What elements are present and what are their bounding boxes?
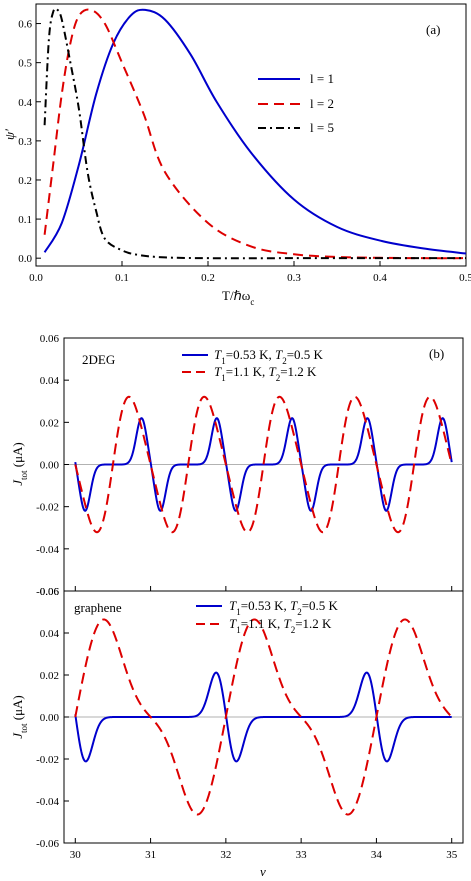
panel-c-legend: T1=0.53 K, T2=0.5 K T1=1.1 K, T2=1.2 K	[196, 598, 339, 635]
series-line-2	[74, 618, 453, 816]
y-tick-label: -0.02	[36, 502, 59, 514]
series-line-2	[43, 8, 467, 260]
panel-b-legend-label-2: T1=1.1 K, T2=1.2 K	[214, 364, 317, 383]
panel-a-series	[43, 7, 467, 260]
legend-label-l1: l = 1	[310, 71, 334, 86]
panel-b-2deg: 0.06 0.04 0.02 0.00 -0.02 -0.04 -0.06 2DEG (b)…	[10, 333, 464, 598]
y-tick-label: 0.06	[40, 333, 60, 345]
panel-a-x-label: T/ℏωc	[222, 288, 254, 307]
legend-label-l5: l = 5	[310, 120, 334, 135]
y-tick-label: 0.6	[18, 19, 32, 31]
panel-a-legend: l = 1 l = 2 l = 5	[258, 71, 334, 135]
x-tick-label: 31	[145, 849, 156, 861]
x-tick-label: 0.3	[287, 272, 301, 284]
panel-c-y-ticks: 0.06 0.04 0.02 0.00 -0.02 -0.04 -0.06	[36, 586, 69, 850]
panel-c-tag: graphene	[74, 600, 122, 615]
panel-b-y-ticks: 0.06 0.04 0.02 0.00 -0.02 -0.04 -0.06	[36, 333, 69, 598]
y-tick-label: 0.04	[40, 375, 60, 387]
y-tick-label: 0.4	[18, 97, 32, 109]
panel-b-series	[74, 395, 453, 534]
panel-b-legend: T1=0.53 K, T2=0.5 K T1=1.1 K, T2=1.2 K	[182, 347, 324, 383]
x-tick-label: 0.2	[201, 272, 215, 284]
y-tick-label: 0.00	[40, 460, 60, 472]
panel-c-x-label: ν	[260, 864, 266, 879]
panel-b-tag: 2DEG	[82, 352, 115, 367]
y-tick-label: 0.02	[40, 670, 59, 682]
y-tick-label: -0.04	[36, 544, 59, 556]
x-tick-label: 0.1	[115, 272, 129, 284]
panel-c-series	[74, 618, 453, 816]
x-tick-label: 32	[220, 849, 231, 861]
panel-a-y-label: ψ′	[2, 129, 17, 140]
x-tick-label: 0.4	[373, 272, 387, 284]
x-tick-label: 0.0	[29, 272, 43, 284]
y-tick-label: 0.0	[18, 253, 32, 265]
x-tick-label: 34	[371, 849, 383, 861]
panel-a: 0.0 0.1 0.2 0.3 0.4 0.5 0.0 0.1 0.2 0.3 0.4 0.5 0.6…	[2, 3, 471, 307]
y-tick-label: 0.5	[18, 58, 32, 70]
panel-c-graphene: 0.06 0.04 0.02 0.00 -0.02 -0.04 -0.06 30 31 32 33…	[10, 586, 464, 879]
y-tick-label: 0.00	[40, 712, 60, 724]
panel-a-frame	[35, 3, 467, 267]
panel-b-x-ticks	[74, 586, 453, 591]
panel-c-x-ticks: 30 31 32 33 34 35	[70, 838, 458, 861]
y-tick-label: -0.06	[36, 838, 59, 850]
series-line-2	[74, 395, 453, 534]
panel-b-y-label: Jtot (μA)	[10, 442, 29, 486]
legend-label-l2: l = 2	[310, 96, 334, 111]
y-tick-label: 0.04	[40, 628, 60, 640]
panel-a-x-ticks: 0.0 0.1 0.2 0.3 0.4 0.5	[29, 261, 471, 284]
y-tick-label: 0.02	[40, 417, 59, 429]
x-tick-label: 0.5	[459, 272, 471, 284]
panel-a-label: (a)	[426, 22, 440, 37]
series-line-1	[74, 671, 452, 763]
panel-c-y-label: Jtot (μA)	[10, 695, 29, 739]
y-tick-label: 0.3	[18, 136, 32, 148]
series-line-1	[43, 8, 467, 255]
panel-b-legend-label-1: T1=0.53 K, T2=0.5 K	[214, 347, 324, 366]
panel-c-legend-label-2: T1=1.1 K, T2=1.2 K	[229, 616, 332, 635]
panel-a-y-ticks: 0.0 0.1 0.2 0.3 0.4 0.5 0.6	[18, 19, 41, 265]
series-line-3	[43, 7, 466, 260]
x-tick-label: 33	[296, 849, 308, 861]
y-tick-label: 0.2	[18, 175, 32, 187]
x-tick-label: 30	[70, 849, 82, 861]
y-tick-label: 0.1	[18, 214, 32, 226]
panel-b-label: (b)	[429, 346, 444, 361]
y-tick-label: 0.06	[40, 586, 60, 598]
y-tick-label: -0.04	[36, 796, 59, 808]
y-tick-label: -0.06	[36, 586, 59, 598]
panel-c-legend-label-1: T1=0.53 K, T2=0.5 K	[229, 598, 339, 617]
x-tick-label: 35	[446, 849, 458, 861]
series-line-1	[74, 417, 453, 512]
y-tick-label: -0.02	[36, 754, 59, 766]
